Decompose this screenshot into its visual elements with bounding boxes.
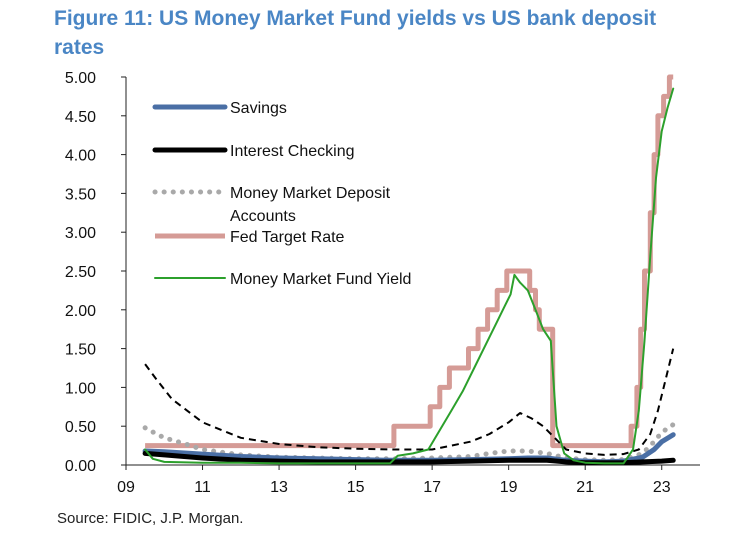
y-tick-label: 0.00 bbox=[65, 458, 96, 475]
y-tick-label: 2.50 bbox=[65, 264, 96, 281]
y-tick-label: 0.50 bbox=[65, 419, 96, 436]
y-tick-label: 3.50 bbox=[65, 186, 96, 203]
x-tick-label: 23 bbox=[653, 479, 671, 496]
series-line-unlabeled-dashed bbox=[144, 348, 675, 456]
series-line-fed-target-rate bbox=[145, 74, 674, 449]
legend-label: Fed Target Rate bbox=[230, 229, 345, 246]
y-tick-label: 1.50 bbox=[65, 342, 96, 359]
legend-label: Money Market Deposit Accounts bbox=[230, 185, 391, 225]
y-tick-label: 5.00 bbox=[65, 70, 96, 87]
x-tick-label: 13 bbox=[270, 479, 288, 496]
y-tick-label: 1.00 bbox=[65, 380, 96, 397]
x-tick-label: 19 bbox=[500, 479, 518, 496]
y-tick-label: 4.50 bbox=[65, 109, 96, 126]
source-note: Source: FIDIC, J.P. Morgan. bbox=[57, 510, 244, 527]
legend-label: Interest Checking bbox=[230, 143, 355, 160]
x-tick-label: 17 bbox=[423, 479, 441, 496]
y-tick-label: 2.00 bbox=[65, 303, 96, 320]
legend-label: Money Market Fund Yield bbox=[230, 271, 411, 288]
chart-title: Figure 11: US Money Market Fund yields v… bbox=[54, 7, 657, 59]
x-tick-label: 21 bbox=[576, 479, 594, 496]
chart-series bbox=[142, 74, 676, 466]
x-tick-label: 11 bbox=[194, 479, 211, 496]
series-line-interest-checking bbox=[142, 450, 676, 466]
y-tick-label: 3.00 bbox=[65, 225, 96, 242]
chart-legend: Savings Interest Checking Money Market Dep… bbox=[152, 100, 411, 288]
series-line-money-market-fund-yield bbox=[144, 87, 675, 465]
x-tick-label: 09 bbox=[117, 479, 135, 496]
x-tick-label: 15 bbox=[347, 479, 365, 496]
legend-label: Savings bbox=[230, 100, 287, 117]
y-tick-label: 4.00 bbox=[65, 148, 96, 165]
